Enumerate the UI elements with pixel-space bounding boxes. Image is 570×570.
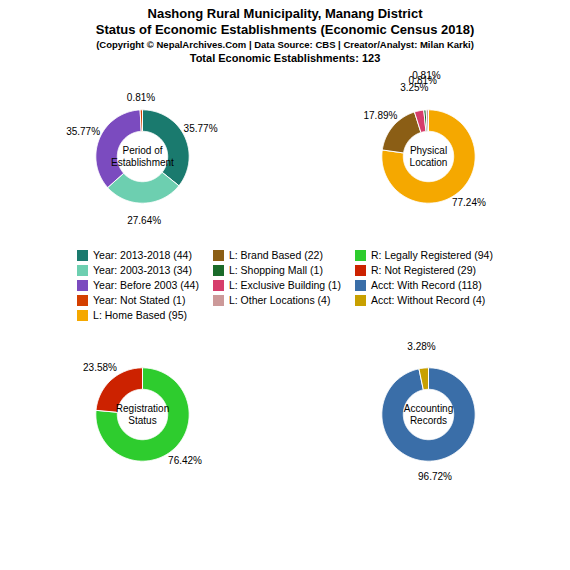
html-text:(Copyright © NepalArchives.Com: (Copyright © NepalArchives.Com | Data So… — [96, 39, 474, 50]
svg-text:77.24%: 77.24% — [452, 197, 486, 208]
html-text:Status of Economic Establishme: Status of Economic Establishments (Econo… — [95, 22, 475, 37]
svg-text:PhysicalLocation: PhysicalLocation — [410, 145, 448, 168]
svg-text:96.72%: 96.72% — [418, 471, 452, 482]
svg-text:Period ofEstablishment: Period ofEstablishment — [111, 145, 174, 168]
html-text:Year: 2003-2013 (34): Year: 2003-2013 (34) — [93, 264, 192, 276]
svg-text:76.42%: 76.42% — [168, 455, 202, 466]
html-text:Acct: With Record (118): Acct: With Record (118) — [371, 279, 482, 291]
svg-text:35.77%: 35.77% — [66, 126, 100, 137]
html-text:R: Legally Registered (94): R: Legally Registered (94) — [371, 249, 493, 261]
html-text:L: Brand Based (22): L: Brand Based (22) — [228, 249, 323, 261]
html-text:L: Exclusive Building (1): L: Exclusive Building (1) — [228, 279, 341, 291]
html-text:R: Not Registered (29): R: Not Registered (29) — [371, 264, 476, 276]
svg-text:35.77%: 35.77% — [184, 123, 218, 134]
html-text:Acct: Without Record (4): Acct: Without Record (4) — [371, 294, 486, 306]
html-text:L: Home Based (95): L: Home Based (95) — [93, 309, 187, 321]
html-text:L: Other Locations (4): L: Other Locations (4) — [228, 294, 331, 306]
svg-text:3.28%: 3.28% — [407, 341, 435, 352]
html-text:Year: 2013-2018 (44): Year: 2013-2018 (44) — [93, 249, 192, 261]
svg-text:23.58%: 23.58% — [83, 362, 117, 373]
svg-text:RegistrationStatus: RegistrationStatus — [116, 403, 169, 426]
svg-text:0.81%: 0.81% — [127, 92, 155, 103]
svg-text:0.81%: 0.81% — [412, 70, 440, 81]
html-text:Nashong Rural Municipality, Ma: Nashong Rural Municipality, Manang Distr… — [147, 6, 423, 21]
svg-text:27.64%: 27.64% — [127, 215, 161, 226]
svg-text:AccountingRecords: AccountingRecords — [404, 403, 453, 426]
html-text:Total Economic Establishments:: Total Economic Establishments: 123 — [189, 52, 381, 64]
html-text:L: Shopping Mall (1): L: Shopping Mall (1) — [228, 264, 323, 276]
svg-text:3.25%: 3.25% — [400, 82, 429, 94]
svg-text:17.89%: 17.89% — [363, 110, 397, 121]
html-text:Year: Not Stated (1): Year: Not Stated (1) — [93, 294, 186, 306]
html-text:Year: Before 2003 (44): Year: Before 2003 (44) — [93, 279, 199, 291]
